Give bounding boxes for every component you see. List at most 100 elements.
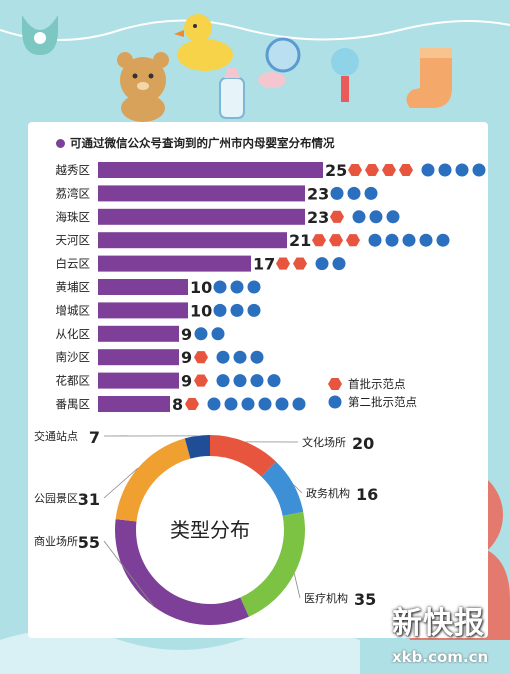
bar bbox=[98, 302, 188, 319]
first-batch-marker bbox=[329, 234, 343, 247]
donut-slice bbox=[184, 435, 210, 459]
slice-name-label: 文化场所 bbox=[302, 435, 346, 449]
category-label: 海珠区 bbox=[56, 210, 91, 224]
legend-first-label: 首批示范点 bbox=[348, 377, 406, 391]
second-batch-marker bbox=[230, 303, 244, 317]
second-batch-marker bbox=[216, 350, 230, 364]
slice-value-label: 7 bbox=[89, 428, 100, 447]
pacifier-icon bbox=[258, 37, 301, 88]
bar-value-label: 10 bbox=[190, 278, 212, 297]
slice-name-label: 交通站点 bbox=[34, 429, 78, 443]
first-batch-marker bbox=[293, 257, 307, 270]
category-label: 花都区 bbox=[56, 374, 91, 388]
slice-name-label: 商业场所 bbox=[34, 534, 78, 548]
leader-line bbox=[293, 484, 303, 494]
donut-slice bbox=[115, 519, 249, 625]
baby-bottle-icon bbox=[219, 68, 245, 119]
rattle-icon bbox=[331, 48, 359, 102]
second-batch-marker bbox=[292, 397, 306, 411]
category-label: 荔湾区 bbox=[56, 186, 91, 200]
second-batch-marker bbox=[402, 233, 416, 247]
chart-title: 可通过微信公众号查询到的广州市内母婴室分布情况 bbox=[70, 136, 335, 150]
first-batch-marker bbox=[348, 163, 362, 177]
first-batch-marker bbox=[194, 374, 208, 387]
first-batch-marker bbox=[194, 351, 208, 364]
slice-value-label: 55 bbox=[78, 533, 100, 552]
second-batch-marker bbox=[247, 303, 261, 317]
second-batch-marker bbox=[472, 163, 486, 177]
title-bullet-icon bbox=[56, 138, 65, 148]
donut-slice bbox=[210, 435, 276, 477]
second-batch-marker bbox=[194, 327, 208, 341]
second-batch-marker bbox=[275, 397, 289, 411]
slice-value-label: 31 bbox=[78, 490, 100, 509]
second-batch-marker bbox=[330, 186, 344, 200]
category-label: 番禺区 bbox=[56, 397, 91, 411]
first-batch-marker bbox=[185, 397, 199, 411]
slice-name-label: 公园景区 bbox=[34, 492, 78, 505]
second-batch-marker bbox=[258, 397, 272, 411]
second-batch-marker bbox=[230, 280, 244, 294]
second-batch-marker bbox=[369, 210, 383, 224]
category-label: 越秀区 bbox=[56, 163, 91, 177]
bar bbox=[98, 255, 251, 272]
bar-value-label: 25 bbox=[325, 161, 347, 180]
second-batch-marker bbox=[213, 303, 227, 317]
bar-value-label: 9 bbox=[181, 372, 192, 391]
category-label: 增城区 bbox=[56, 303, 91, 317]
first-batch-marker bbox=[276, 257, 290, 270]
second-batch-marker bbox=[332, 257, 346, 271]
bar-value-label: 8 bbox=[172, 395, 183, 414]
second-batch-marker bbox=[419, 233, 433, 247]
second-batch-marker bbox=[233, 350, 247, 364]
category-label: 黄埔区 bbox=[56, 280, 91, 294]
second-batch-marker bbox=[421, 163, 435, 177]
second-batch-marker bbox=[267, 374, 281, 388]
teddy-bear-icon bbox=[117, 52, 169, 122]
bar bbox=[98, 349, 179, 366]
second-batch-marker bbox=[211, 327, 225, 341]
second-batch-marker bbox=[224, 397, 238, 411]
first-batch-marker bbox=[382, 163, 396, 177]
slice-name-label: 医疗机构 bbox=[304, 591, 348, 605]
second-batch-marker bbox=[386, 210, 400, 224]
category-label: 天河区 bbox=[56, 233, 91, 247]
legend-first-icon bbox=[328, 377, 342, 391]
bar-value-label: 9 bbox=[181, 348, 192, 367]
second-batch-marker bbox=[368, 233, 382, 247]
bar-value-label: 9 bbox=[181, 325, 192, 344]
slice-value-label: 35 bbox=[354, 590, 376, 609]
second-batch-marker bbox=[233, 374, 247, 388]
leader-line bbox=[293, 573, 301, 599]
category-label: 白云区 bbox=[56, 257, 91, 271]
bar bbox=[98, 185, 305, 202]
sock-icon bbox=[406, 48, 452, 108]
second-batch-marker bbox=[250, 350, 264, 364]
bib-icon bbox=[22, 15, 58, 55]
donut-slice bbox=[240, 511, 306, 617]
bar-value-label: 10 bbox=[190, 301, 212, 320]
bar bbox=[98, 396, 170, 412]
brand-name: 新快报 bbox=[392, 606, 485, 641]
second-batch-marker bbox=[216, 374, 230, 388]
first-batch-marker bbox=[346, 234, 360, 247]
bar-value-label: 21 bbox=[289, 231, 311, 250]
second-batch-marker bbox=[438, 163, 452, 177]
second-batch-marker bbox=[207, 397, 221, 411]
second-batch-marker bbox=[247, 280, 261, 294]
slice-value-label: 16 bbox=[356, 485, 378, 504]
rubber-duck-icon bbox=[174, 14, 233, 71]
second-batch-marker bbox=[347, 186, 361, 200]
bar-value-label: 23 bbox=[307, 208, 329, 227]
first-batch-marker bbox=[312, 234, 326, 247]
leader-line bbox=[103, 540, 155, 607]
bar bbox=[98, 372, 179, 389]
brand-site: xkb.com.cn bbox=[392, 648, 489, 666]
donut-slice bbox=[261, 461, 304, 516]
bar-value-label: 17 bbox=[253, 255, 275, 274]
chart-title-row: 可通过微信公众号查询到的广州市内母婴室分布情况 bbox=[56, 134, 335, 152]
second-batch-marker bbox=[241, 397, 255, 411]
second-batch-marker bbox=[352, 210, 366, 224]
legend-second-label: 第二批示范点 bbox=[348, 395, 417, 409]
second-batch-marker bbox=[436, 233, 450, 247]
